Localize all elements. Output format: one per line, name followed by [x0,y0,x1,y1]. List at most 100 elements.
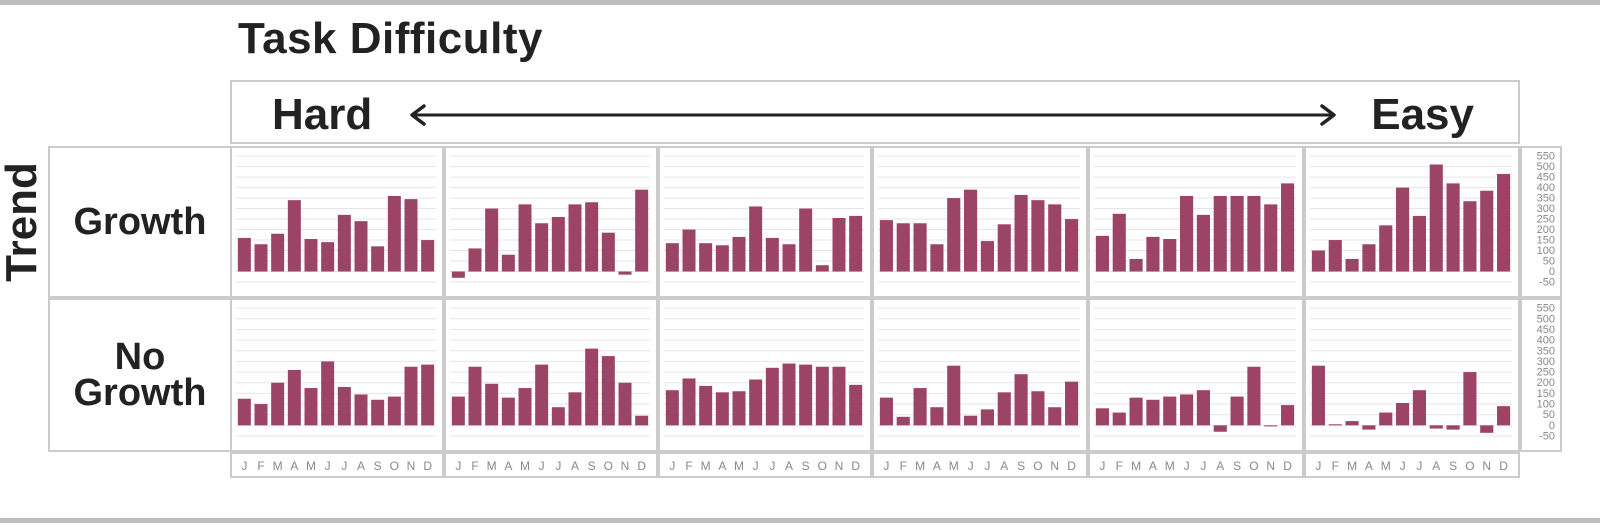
row-label-growth: Growth [48,146,232,298]
bar [1311,365,1325,426]
y-tick-label: 300 [1537,203,1555,215]
x-tick-label: F [257,459,264,473]
x-axis-frame [872,452,1088,478]
y-tick-label: 200 [1537,377,1555,389]
bar [1112,213,1126,272]
x-tick-label: A [571,459,579,473]
bar [404,366,418,426]
bar [271,233,285,272]
y-tick-label: 100 [1537,399,1555,411]
bar [568,392,582,426]
bar [849,384,863,426]
x-tick-label: D [1283,459,1292,473]
x-tick-label: D [851,459,860,473]
x-tick-label: A [1149,459,1157,473]
y-tick-label: 450 [1537,324,1555,336]
difficulty-header: Hard Easy [230,80,1520,144]
double-arrow-icon [410,104,1336,126]
y-tick-label: 250 [1537,367,1555,379]
x-tick-label: M [1381,459,1391,473]
x-tick-label: A [357,459,365,473]
bar [1463,201,1477,272]
bar [715,392,729,426]
panel-border [872,146,1088,298]
bar [371,399,385,426]
bar [501,397,515,426]
row-label-line: No [114,336,166,378]
bar [765,237,779,272]
bar [451,271,465,278]
bar [1379,225,1393,272]
x-axis-frame [444,452,658,478]
bar [387,396,401,426]
bar [930,244,944,272]
bar [568,204,582,272]
x-tick-label: O [1249,459,1258,473]
hard-label: Hard [272,90,373,139]
bar [896,416,910,426]
x-tick-label: J [984,459,990,473]
bar [451,396,465,426]
bar [618,382,632,426]
x-tick-label: J [325,459,331,473]
bar [1031,200,1045,272]
bar [337,386,351,426]
bar [1129,258,1143,272]
bar [832,366,846,426]
panel-border [230,298,444,452]
y-tick-label: 200 [1537,224,1555,236]
y-tick-label: 100 [1537,245,1555,257]
x-axis-frame [1088,452,1304,478]
x-tick-label: N [407,459,416,473]
x-tick-label: M [1165,459,1175,473]
bar [304,238,318,272]
bar [1429,425,1443,429]
bar [271,382,285,426]
y-tick-label: 350 [1537,193,1555,205]
bar [1396,187,1410,272]
bar [1129,397,1143,426]
bar [849,215,863,272]
x-tick-label: M [273,459,283,473]
bar [1095,408,1109,426]
y-tick-label: 550 [1537,303,1555,315]
x-tick-label: M [1131,459,1141,473]
bar [601,356,615,426]
bar [468,366,482,426]
x-tick-label: S [1017,459,1025,473]
x-axis-frame [1304,452,1520,478]
x-tick-label: D [637,459,646,473]
bar [1345,421,1359,426]
easy-label: Easy [1371,90,1474,139]
bar [1048,204,1062,272]
bar [682,229,696,272]
bar [1048,407,1062,426]
y-axis-frame [1520,298,1562,452]
y-tick-label: 50 [1543,256,1555,268]
bar [799,208,813,272]
bar [879,220,893,272]
bar [371,246,385,272]
x-axis-frame [230,452,444,478]
bar [997,224,1011,272]
panel-border [872,298,1088,452]
bar [1412,390,1426,426]
bar [585,202,599,272]
x-tick-label: A [1000,459,1008,473]
bar [1463,372,1477,426]
bar [1213,195,1227,272]
bar [930,407,944,426]
bar [782,244,796,272]
x-tick-label: A [785,459,793,473]
y-tick-label: 400 [1537,335,1555,347]
x-tick-label: M [734,459,744,473]
bar [501,254,515,272]
y-tick-label: 50 [1543,409,1555,421]
bar [1446,425,1460,430]
x-tick-label: J [241,459,247,473]
bar [749,206,763,272]
bar [618,271,632,275]
bar [682,378,696,426]
bar [913,388,927,426]
bar [699,243,713,272]
